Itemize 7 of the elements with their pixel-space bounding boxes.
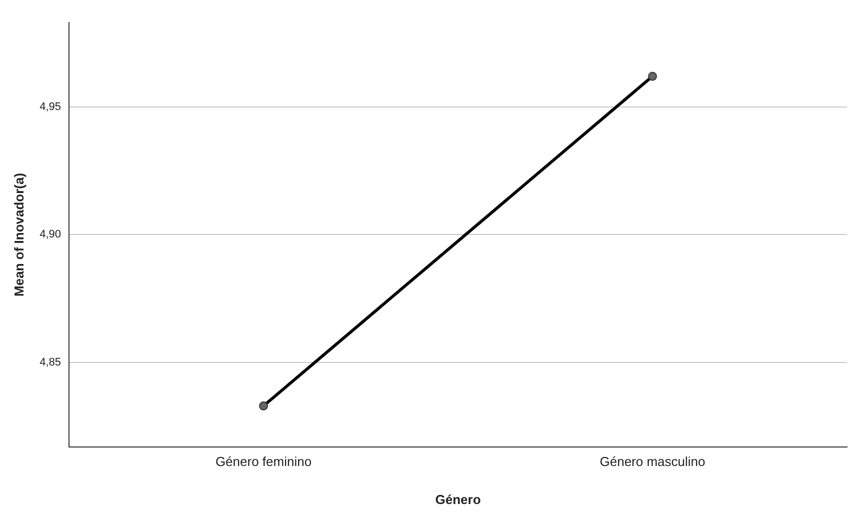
- y-tick-label: 4,90: [40, 228, 62, 241]
- y-axis-title: Mean of Inovador(a): [11, 172, 26, 296]
- y-tick-label: 4,95: [40, 100, 62, 113]
- x-axis-title: Género: [435, 492, 481, 507]
- x-tick-label: Género masculino: [600, 454, 706, 470]
- y-tick-label: 4,85: [40, 356, 62, 368]
- x-tick-label: Género feminino: [215, 454, 312, 470]
